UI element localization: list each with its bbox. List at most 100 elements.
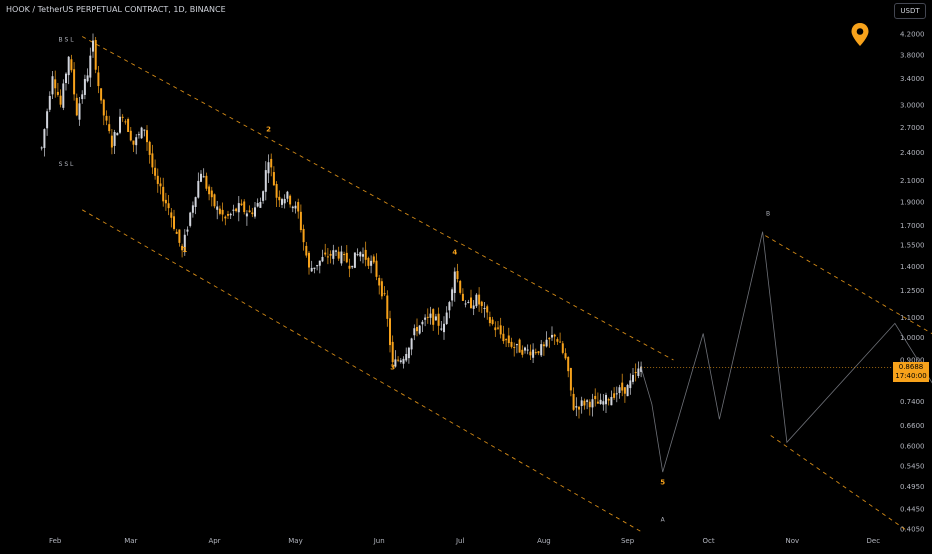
candle-body xyxy=(170,212,173,218)
candle-body xyxy=(132,140,135,145)
candle-body xyxy=(637,368,640,377)
candle-body xyxy=(186,229,189,232)
candle-body xyxy=(275,183,278,198)
candle-body xyxy=(529,351,532,356)
candle-body xyxy=(283,198,286,204)
candle-body xyxy=(537,351,540,354)
candle-body xyxy=(478,294,481,305)
candle-body xyxy=(432,309,435,325)
candle-body xyxy=(389,318,391,346)
candle-body xyxy=(475,294,478,307)
candle-body xyxy=(137,134,140,136)
y-tick-label: 0.7400 xyxy=(900,398,925,406)
candle-body xyxy=(461,293,464,301)
candle-body xyxy=(278,196,281,201)
currency-button[interactable]: USDT xyxy=(894,3,926,19)
candle-body xyxy=(92,40,94,52)
candle-body xyxy=(575,406,578,408)
location-pin-icon[interactable] xyxy=(850,22,870,48)
x-tick-label: Mar xyxy=(124,537,137,545)
candle-body xyxy=(202,176,205,178)
candle-body xyxy=(108,124,111,132)
candle-body xyxy=(632,374,634,382)
candle-countdown: 17:40:00 xyxy=(895,372,927,380)
candle-body xyxy=(362,254,364,257)
y-tick-label: 0.6000 xyxy=(900,442,925,450)
wave-label: 3 xyxy=(390,364,395,372)
candle-body xyxy=(599,399,602,405)
candle-body xyxy=(191,205,194,213)
candle-body xyxy=(551,334,553,338)
y-tick-label: 2.1000 xyxy=(900,177,925,185)
candle-body xyxy=(486,306,489,313)
candle-body xyxy=(94,40,97,70)
candle-body xyxy=(386,295,389,319)
candle-body xyxy=(418,325,421,334)
candle-body xyxy=(213,194,216,207)
candle-body xyxy=(248,210,251,213)
candle-body xyxy=(421,321,424,325)
candle-body xyxy=(135,137,138,146)
candle-body xyxy=(200,173,202,182)
candle-body xyxy=(324,252,327,255)
candle-body xyxy=(553,334,556,337)
candle-body xyxy=(591,399,594,408)
candle-body xyxy=(175,231,178,234)
candle-body xyxy=(102,99,105,116)
wave-label: 5 xyxy=(660,478,665,486)
candle-body xyxy=(594,395,597,400)
candle-body xyxy=(329,253,332,256)
y-tick-label: 1.0000 xyxy=(900,334,925,342)
candle-body xyxy=(348,265,351,269)
y-tick-label: 2.7000 xyxy=(900,124,925,132)
candle-body xyxy=(532,349,535,358)
candle-body xyxy=(510,341,513,347)
candle-body xyxy=(56,91,59,95)
candle-body xyxy=(313,267,316,269)
wave-label: A xyxy=(661,516,666,523)
candle-body xyxy=(375,260,378,277)
candle-body xyxy=(613,393,616,398)
candle-body xyxy=(480,301,483,307)
candle-body xyxy=(326,256,329,258)
candle-body xyxy=(75,97,78,116)
candle-body xyxy=(262,191,265,201)
candle-body xyxy=(100,88,103,101)
candle-body xyxy=(618,387,621,394)
candle-body xyxy=(399,360,402,363)
candle-body xyxy=(143,129,146,131)
candle-body xyxy=(146,130,148,143)
candle-body xyxy=(229,213,232,216)
candle-body xyxy=(556,339,559,342)
candle-body xyxy=(148,141,151,155)
projection-path xyxy=(640,231,932,473)
candle-body xyxy=(397,359,400,361)
candle-body xyxy=(305,245,308,256)
candle-body xyxy=(291,206,294,209)
candle-body xyxy=(583,400,586,406)
candle-body xyxy=(567,357,570,372)
candle-body xyxy=(629,380,632,389)
candle-body xyxy=(610,396,613,406)
candle-body xyxy=(286,191,289,199)
candle-body xyxy=(221,209,224,215)
candle-body xyxy=(178,229,181,243)
candle-body xyxy=(51,76,54,95)
candle-body xyxy=(580,400,583,407)
candle-body xyxy=(545,339,548,347)
candle-body xyxy=(413,328,416,336)
y-tick-label: 0.4450 xyxy=(900,506,925,514)
candle-body xyxy=(410,338,413,350)
candle-body xyxy=(445,312,448,325)
candle-body xyxy=(602,401,605,405)
candle-body xyxy=(440,328,443,330)
candle-body xyxy=(356,254,359,256)
candle-body xyxy=(626,384,629,397)
y-tick-label: 3.4000 xyxy=(900,75,925,83)
candle-body xyxy=(264,170,267,192)
candle-body xyxy=(502,333,505,342)
candle-body xyxy=(59,95,62,105)
candle-body xyxy=(173,216,175,229)
